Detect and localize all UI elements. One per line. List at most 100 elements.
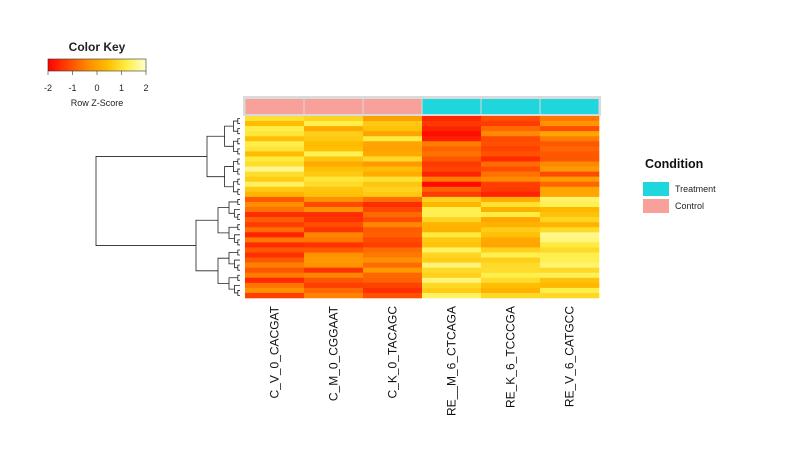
dendrogram-branch <box>237 290 240 296</box>
heatmap-cell <box>481 262 541 268</box>
heatmap-cell <box>481 237 541 243</box>
row-dendrogram <box>95 118 240 296</box>
dendrogram-branch <box>237 158 240 165</box>
heatmap-cell <box>363 161 423 167</box>
heatmap-cell <box>363 196 423 203</box>
heatmap-cell <box>481 166 541 172</box>
dendrogram-branch <box>228 277 238 290</box>
heatmap-cell <box>304 267 364 274</box>
heatmap-cell <box>540 222 600 228</box>
heatmap-cell <box>304 207 364 213</box>
heatmap-cell <box>245 126 305 132</box>
heatmap-cell <box>540 227 600 233</box>
heatmap-cell <box>481 277 541 284</box>
heatmap-cell <box>540 141 600 147</box>
heatmap-cell <box>363 282 423 289</box>
dendrogram-branch <box>237 128 240 135</box>
heatmap-cell <box>245 146 305 152</box>
heatmap-cell <box>363 181 423 188</box>
heatmap-cell <box>422 252 482 258</box>
heatmap-cell <box>481 282 541 289</box>
heatmap-cell <box>540 282 600 289</box>
color-key-bar <box>47 58 147 72</box>
heatmap-cell <box>363 176 423 183</box>
dendrogram-branch <box>234 234 240 243</box>
color-key-tick-label: 2 <box>143 83 148 93</box>
heatmap-cell <box>304 201 364 208</box>
heatmap-cell <box>481 176 541 183</box>
legend-swatch <box>643 182 669 196</box>
heatmap-cell <box>422 136 482 142</box>
heatmap-cell <box>540 232 600 238</box>
heatmap-cell <box>422 156 482 162</box>
heatmap-cell <box>540 136 600 142</box>
heatmap-cell <box>245 176 305 183</box>
heatmap-cells <box>245 116 600 299</box>
heatmap-cell <box>304 212 364 218</box>
heatmap-cell <box>481 196 541 203</box>
condition-bar-cell <box>422 99 481 114</box>
heatmap-cell <box>245 131 305 137</box>
heatmap-cell <box>304 181 364 188</box>
heatmap-cell <box>540 287 600 294</box>
heatmap-cell <box>245 292 305 299</box>
heatmap-cell <box>540 277 600 284</box>
heatmap-cell <box>304 232 364 238</box>
heatmap-cell <box>304 196 364 203</box>
heatmap-cell <box>304 237 364 243</box>
heatmap-cell <box>481 287 541 294</box>
dendrogram-branch <box>234 259 240 269</box>
heatmap-cell <box>245 242 305 248</box>
condition-bar-cell <box>481 99 540 114</box>
column-label: RE_K_6_TCCCGA <box>504 306 518 408</box>
heatmap-cell <box>363 207 423 213</box>
heatmap-cell <box>245 217 305 223</box>
heatmap-cell <box>363 156 423 162</box>
heatmap-cell <box>245 287 305 294</box>
heatmap-cell <box>422 277 482 284</box>
heatmap-cell <box>363 227 423 233</box>
heatmap-cell <box>481 171 541 177</box>
heatmap-cell <box>363 136 423 142</box>
heatmap-cell <box>304 292 364 299</box>
heatmap-cell <box>363 121 423 127</box>
heatmap-cell <box>540 212 600 218</box>
heatmap-cell <box>540 237 600 243</box>
heatmap-cell <box>422 146 482 152</box>
heatmap-cell <box>422 181 482 188</box>
heatmap-cell <box>363 151 423 157</box>
heatmap-cell <box>540 257 600 263</box>
dendrogram-branch <box>233 120 238 132</box>
heatmap-cell <box>422 131 482 137</box>
heatmap-cell <box>481 227 541 233</box>
column-labels: C_V_0_CACGAT C_M_0_CGGAAT C_K_0_TACAGC RE__… <box>268 305 577 416</box>
heatmap-cell <box>481 121 541 127</box>
heatmap-cell <box>245 262 305 268</box>
heatmap-cell <box>245 186 305 193</box>
color-key-tick-label: 1 <box>119 83 124 93</box>
dendrogram-branch <box>228 201 238 214</box>
heatmap-cell <box>363 166 423 172</box>
heatmap-cell <box>363 247 423 253</box>
heatmap-cell <box>481 222 541 228</box>
heatmap-cell <box>363 201 423 208</box>
column-label: C_M_0_CGGAAT <box>327 305 341 401</box>
heatmap-cell <box>481 267 541 274</box>
heatmap-cell <box>304 161 364 167</box>
heatmap-cell <box>363 287 423 294</box>
heatmap-cell <box>304 156 364 162</box>
heatmap-cell <box>245 196 305 203</box>
heatmap-cell <box>422 212 482 218</box>
heatmap-cell <box>304 247 364 253</box>
dendrogram-branch <box>237 224 240 231</box>
heatmap-cell <box>422 191 482 198</box>
heatmap-cell <box>481 146 541 152</box>
column-label: C_V_0_CACGAT <box>268 305 282 398</box>
dendrogram-branch <box>228 252 238 265</box>
heatmap-cell <box>481 212 541 218</box>
heatmap-cell <box>304 141 364 147</box>
heatmap-cell <box>245 272 305 279</box>
heatmap-cell <box>540 247 600 253</box>
heatmap-cell <box>245 222 305 228</box>
dendrogram-branch <box>195 219 218 272</box>
